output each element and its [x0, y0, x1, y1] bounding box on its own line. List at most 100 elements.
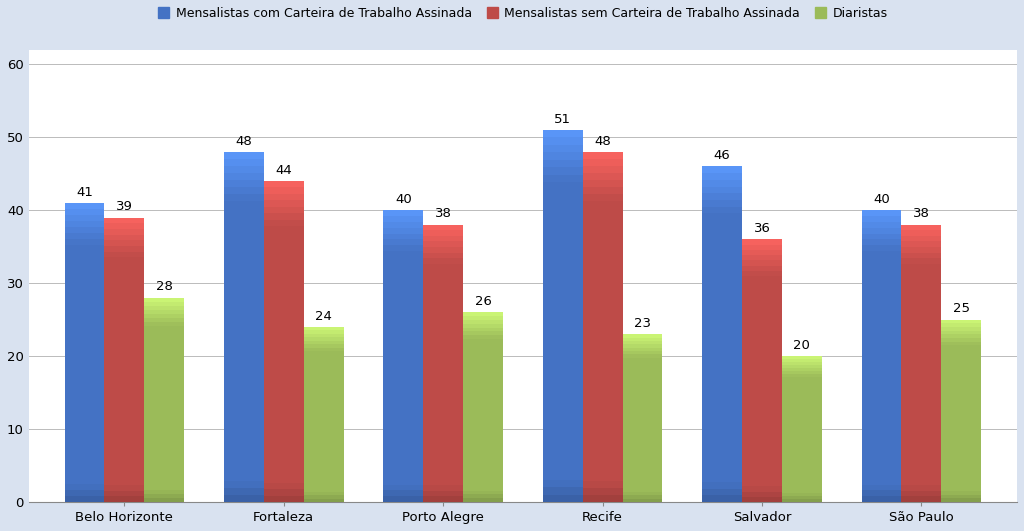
Bar: [144, 322, 184, 327]
Bar: [623, 492, 663, 495]
Bar: [264, 354, 304, 361]
Bar: [104, 309, 144, 314]
Bar: [941, 469, 981, 473]
Bar: [742, 245, 782, 250]
Bar: [144, 445, 184, 449]
Bar: [941, 451, 981, 455]
Bar: [224, 341, 264, 348]
Bar: [304, 429, 343, 432]
Bar: [264, 451, 304, 457]
Bar: [623, 405, 663, 408]
Bar: [543, 301, 583, 309]
Bar: [224, 166, 264, 173]
Bar: [543, 182, 583, 190]
Bar: [264, 341, 304, 348]
Bar: [463, 342, 503, 347]
Bar: [264, 233, 304, 239]
Bar: [583, 180, 623, 187]
Bar: [782, 499, 822, 502]
Bar: [423, 275, 463, 280]
Bar: [941, 447, 981, 451]
Bar: [423, 424, 463, 430]
Text: 39: 39: [116, 200, 133, 213]
Bar: [423, 242, 463, 247]
Text: 48: 48: [236, 134, 252, 148]
Bar: [583, 236, 623, 243]
Bar: [583, 278, 623, 285]
Bar: [463, 479, 503, 483]
Bar: [901, 424, 941, 430]
Bar: [383, 345, 423, 350]
Bar: [463, 491, 503, 494]
Bar: [742, 470, 782, 476]
Bar: [861, 438, 901, 444]
Bar: [144, 327, 184, 330]
Bar: [782, 359, 822, 362]
Bar: [383, 473, 423, 478]
Bar: [144, 404, 184, 408]
Bar: [583, 460, 623, 467]
Bar: [782, 365, 822, 368]
Bar: [144, 363, 184, 367]
Bar: [264, 200, 304, 207]
Bar: [144, 396, 184, 400]
Bar: [623, 348, 663, 351]
Bar: [144, 433, 184, 436]
Bar: [782, 423, 822, 426]
Bar: [65, 364, 104, 371]
Bar: [742, 239, 782, 245]
Bar: [742, 418, 782, 423]
Bar: [144, 388, 184, 392]
Bar: [583, 369, 623, 376]
Bar: [782, 429, 822, 432]
Bar: [941, 400, 981, 404]
Bar: [224, 334, 264, 341]
Bar: [702, 260, 742, 267]
Bar: [543, 398, 583, 405]
Bar: [623, 465, 663, 468]
Bar: [702, 495, 742, 502]
Bar: [941, 374, 981, 378]
Bar: [782, 388, 822, 391]
Bar: [104, 280, 144, 286]
Bar: [65, 472, 104, 478]
Bar: [104, 479, 144, 485]
Bar: [543, 279, 583, 286]
Bar: [383, 321, 423, 327]
Bar: [702, 173, 742, 180]
Bar: [623, 398, 663, 401]
Bar: [782, 368, 822, 371]
Bar: [304, 425, 343, 429]
Bar: [782, 374, 822, 376]
Bar: [583, 173, 623, 180]
Bar: [304, 327, 343, 330]
Bar: [383, 286, 423, 292]
Bar: [583, 292, 623, 299]
Bar: [65, 496, 104, 502]
Bar: [742, 266, 782, 271]
Bar: [65, 281, 104, 287]
Bar: [702, 180, 742, 186]
Bar: [224, 397, 264, 404]
Bar: [224, 355, 264, 362]
Bar: [423, 236, 463, 242]
Bar: [144, 461, 184, 465]
Bar: [623, 428, 663, 432]
Bar: [901, 330, 941, 336]
Bar: [623, 395, 663, 398]
Bar: [941, 338, 981, 341]
Bar: [543, 197, 583, 204]
Bar: [224, 271, 264, 278]
Bar: [702, 213, 742, 220]
Bar: [144, 477, 184, 482]
Bar: [463, 362, 503, 365]
Bar: [104, 314, 144, 320]
Bar: [65, 347, 104, 353]
Bar: [463, 381, 503, 384]
Bar: [65, 388, 104, 395]
Bar: [304, 407, 343, 411]
Bar: [782, 493, 822, 496]
Bar: [623, 422, 663, 425]
Bar: [583, 194, 623, 201]
Bar: [104, 252, 144, 258]
